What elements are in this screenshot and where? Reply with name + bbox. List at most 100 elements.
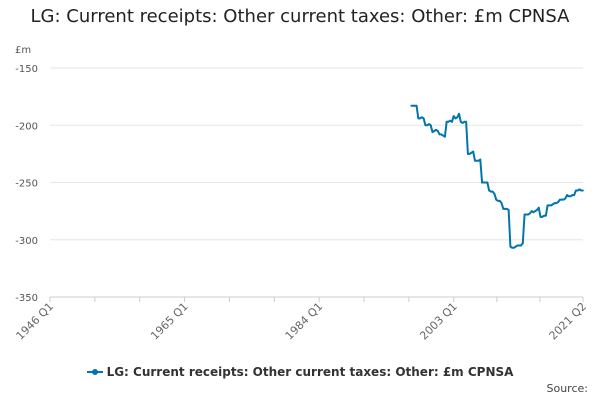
data-point [482, 181, 485, 184]
data-point [505, 207, 508, 210]
x-tick-label: 1984 Q1 [283, 300, 326, 343]
data-point [438, 133, 441, 136]
data-point [467, 152, 469, 155]
data-point [511, 246, 514, 249]
data-point [412, 104, 414, 107]
data-point [536, 209, 538, 211]
data-point [537, 206, 540, 209]
data-point [528, 212, 531, 215]
data-point [474, 159, 476, 162]
data-point [426, 124, 429, 127]
data-point [419, 117, 421, 120]
legend: LG: Current receipts: Other current taxe… [0, 365, 600, 379]
data-point [417, 117, 420, 120]
data-point [481, 181, 483, 184]
data-point [468, 152, 471, 155]
data-point [442, 134, 445, 137]
data-point [509, 245, 512, 248]
data-point [576, 189, 579, 192]
data-point [488, 189, 491, 192]
data-point [465, 120, 468, 123]
data-point [502, 207, 505, 210]
data-point [447, 120, 450, 123]
data-point [551, 203, 554, 206]
data-point [435, 128, 437, 131]
legend-line-marker [86, 368, 103, 375]
data-point [553, 202, 556, 205]
data-point [454, 117, 457, 120]
data-point [490, 190, 492, 193]
data-point [569, 195, 572, 198]
y-tick-label: -350 [15, 293, 38, 304]
data-point [562, 198, 565, 201]
chart-title: LG: Current receipts: Other current taxe… [30, 6, 570, 27]
series-line [411, 104, 583, 249]
data-point [475, 159, 478, 162]
data-point [472, 150, 475, 153]
data-point [420, 116, 423, 119]
data-point [564, 197, 567, 200]
data-point [532, 211, 535, 214]
data-point [452, 115, 455, 117]
data-point [557, 201, 560, 203]
data-point [525, 213, 528, 216]
data-point [413, 104, 416, 107]
data-point [470, 151, 473, 154]
data-point [534, 210, 537, 213]
source-label: Source: [546, 382, 589, 395]
data-point [578, 188, 581, 191]
data-point [440, 133, 443, 136]
data-point [550, 204, 553, 207]
x-axis-ticks: 1946 Q1 1965 Q1 1984 Q1 2003 Q1 2021 Q2 [14, 300, 590, 343]
data-point [443, 135, 446, 138]
data-point [571, 194, 574, 196]
x-tick-label: 1965 Q1 [148, 300, 191, 343]
data-point [548, 204, 551, 207]
data-point [429, 124, 432, 127]
y-axis-ticks: -150 -200 -250 -300 -350 [15, 64, 38, 304]
data-point [424, 124, 427, 127]
data-point [500, 202, 503, 205]
data-point [559, 198, 561, 201]
data-point [575, 189, 577, 192]
y-tick-label: -250 [15, 179, 38, 190]
data-point [546, 204, 549, 207]
data-point [461, 122, 464, 124]
data-point [521, 242, 524, 245]
data-point [560, 198, 563, 201]
data-point [580, 189, 583, 192]
x-tick-label: 2003 Q1 [417, 300, 460, 343]
data-point [479, 158, 482, 161]
data-point [527, 213, 530, 216]
data-point [523, 213, 526, 216]
data-point [495, 198, 498, 201]
series-layer [410, 104, 584, 249]
data-point [516, 244, 519, 247]
y-tick-label: -200 [15, 121, 38, 132]
data-point [504, 207, 506, 210]
y-axis-unit-label: £m [15, 45, 32, 56]
data-point [544, 214, 547, 217]
data-point [463, 120, 466, 123]
data-point [445, 120, 448, 123]
data-point [566, 194, 568, 196]
data-point [498, 199, 501, 202]
data-point [514, 245, 517, 248]
data-point [451, 120, 453, 123]
data-point [422, 117, 425, 120]
data-point [567, 195, 570, 198]
data-point [415, 104, 418, 107]
legend-label: LG: Current receipts: Other current taxe… [106, 365, 514, 379]
data-point [518, 244, 521, 247]
data-point [491, 190, 494, 193]
data-point [436, 130, 439, 132]
data-point [433, 130, 436, 132]
data-point [539, 215, 542, 218]
data-point [507, 209, 510, 211]
data-point [449, 119, 452, 122]
data-point [582, 189, 584, 192]
data-point [520, 244, 522, 247]
x-tick-label: 2021 Q2 [547, 300, 590, 343]
data-point [459, 120, 462, 123]
x-tick-label: 1946 Q1 [14, 300, 57, 343]
